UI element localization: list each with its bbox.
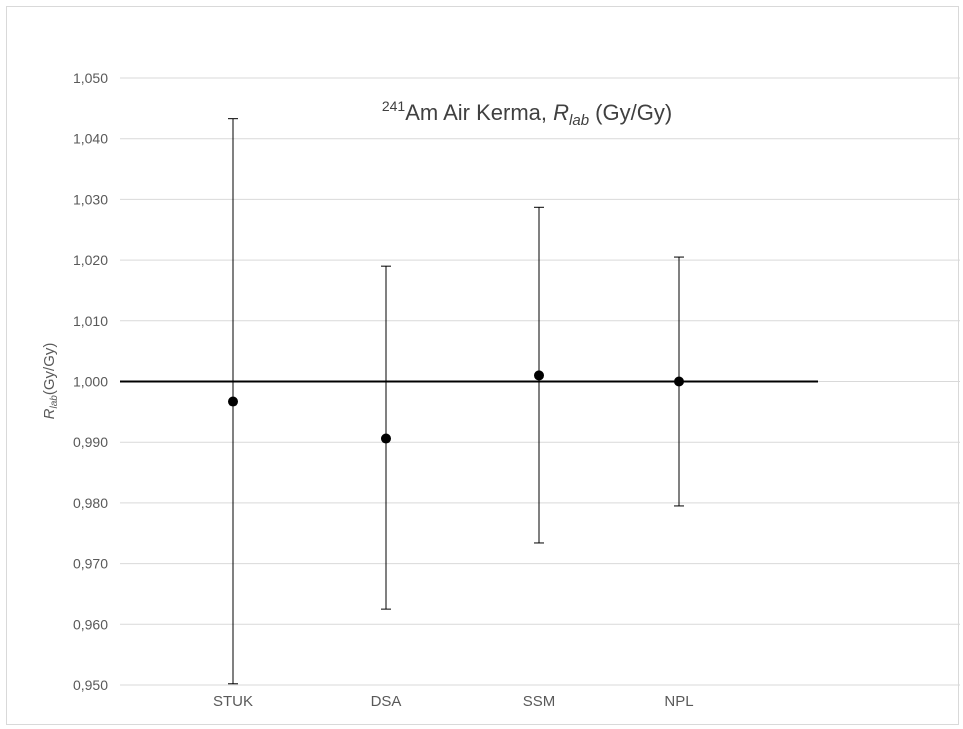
- y-tick-label: 1,020: [73, 252, 108, 268]
- ylabel-variable: R: [41, 408, 58, 419]
- title-variable: R: [553, 100, 569, 125]
- title-superscript: 241: [382, 98, 406, 114]
- ylabel-unit: (Gy/Gy): [41, 343, 58, 396]
- x-tick-labels: STUK DSA SSM NPL: [213, 693, 694, 710]
- x-tick-label-npl: NPL: [664, 693, 693, 710]
- x-tick-label-ssm: SSM: [523, 693, 556, 710]
- y-tick-label: 1,050: [73, 70, 108, 86]
- title-main: Am Air Kerma,: [405, 100, 553, 125]
- y-tick-label: 0,980: [73, 495, 108, 511]
- x-tick-label-dsa: DSA: [371, 693, 402, 710]
- y-tick-label: 1,040: [73, 131, 108, 147]
- chart-frame: [6, 6, 959, 725]
- title-unit: (Gy/Gy): [589, 100, 672, 125]
- y-axis-label: Rlab(Gy/Gy): [41, 343, 60, 420]
- y-tick-label: 1,010: [73, 313, 108, 329]
- title-variable-subscript: lab: [569, 112, 589, 129]
- y-tick-label: 0,950: [73, 677, 108, 693]
- x-tick-label-stuk: STUK: [213, 693, 253, 710]
- data-point-dsa: [381, 433, 391, 444]
- data-points: [228, 370, 684, 444]
- chart-title: 241Am Air Kerma, Rlab (Gy/Gy): [382, 98, 672, 129]
- y-tick-label: 1,030: [73, 191, 108, 207]
- y-tick-labels: 0,950 0,960 0,970 0,980 0,990 1,000 1,010 1,020…: [73, 70, 108, 693]
- error-bars: [228, 118, 684, 685]
- y-tick-label: 0,990: [73, 434, 108, 450]
- data-point-ssm: [534, 370, 544, 381]
- data-point-npl: [674, 376, 684, 387]
- y-tick-label: 0,970: [73, 556, 108, 572]
- ylabel-variable-subscript: lab: [49, 395, 60, 409]
- gridlines: [120, 77, 960, 686]
- data-point-stuk: [228, 396, 238, 407]
- y-tick-label: 1,000: [73, 374, 108, 390]
- y-tick-label: 0,960: [73, 616, 108, 632]
